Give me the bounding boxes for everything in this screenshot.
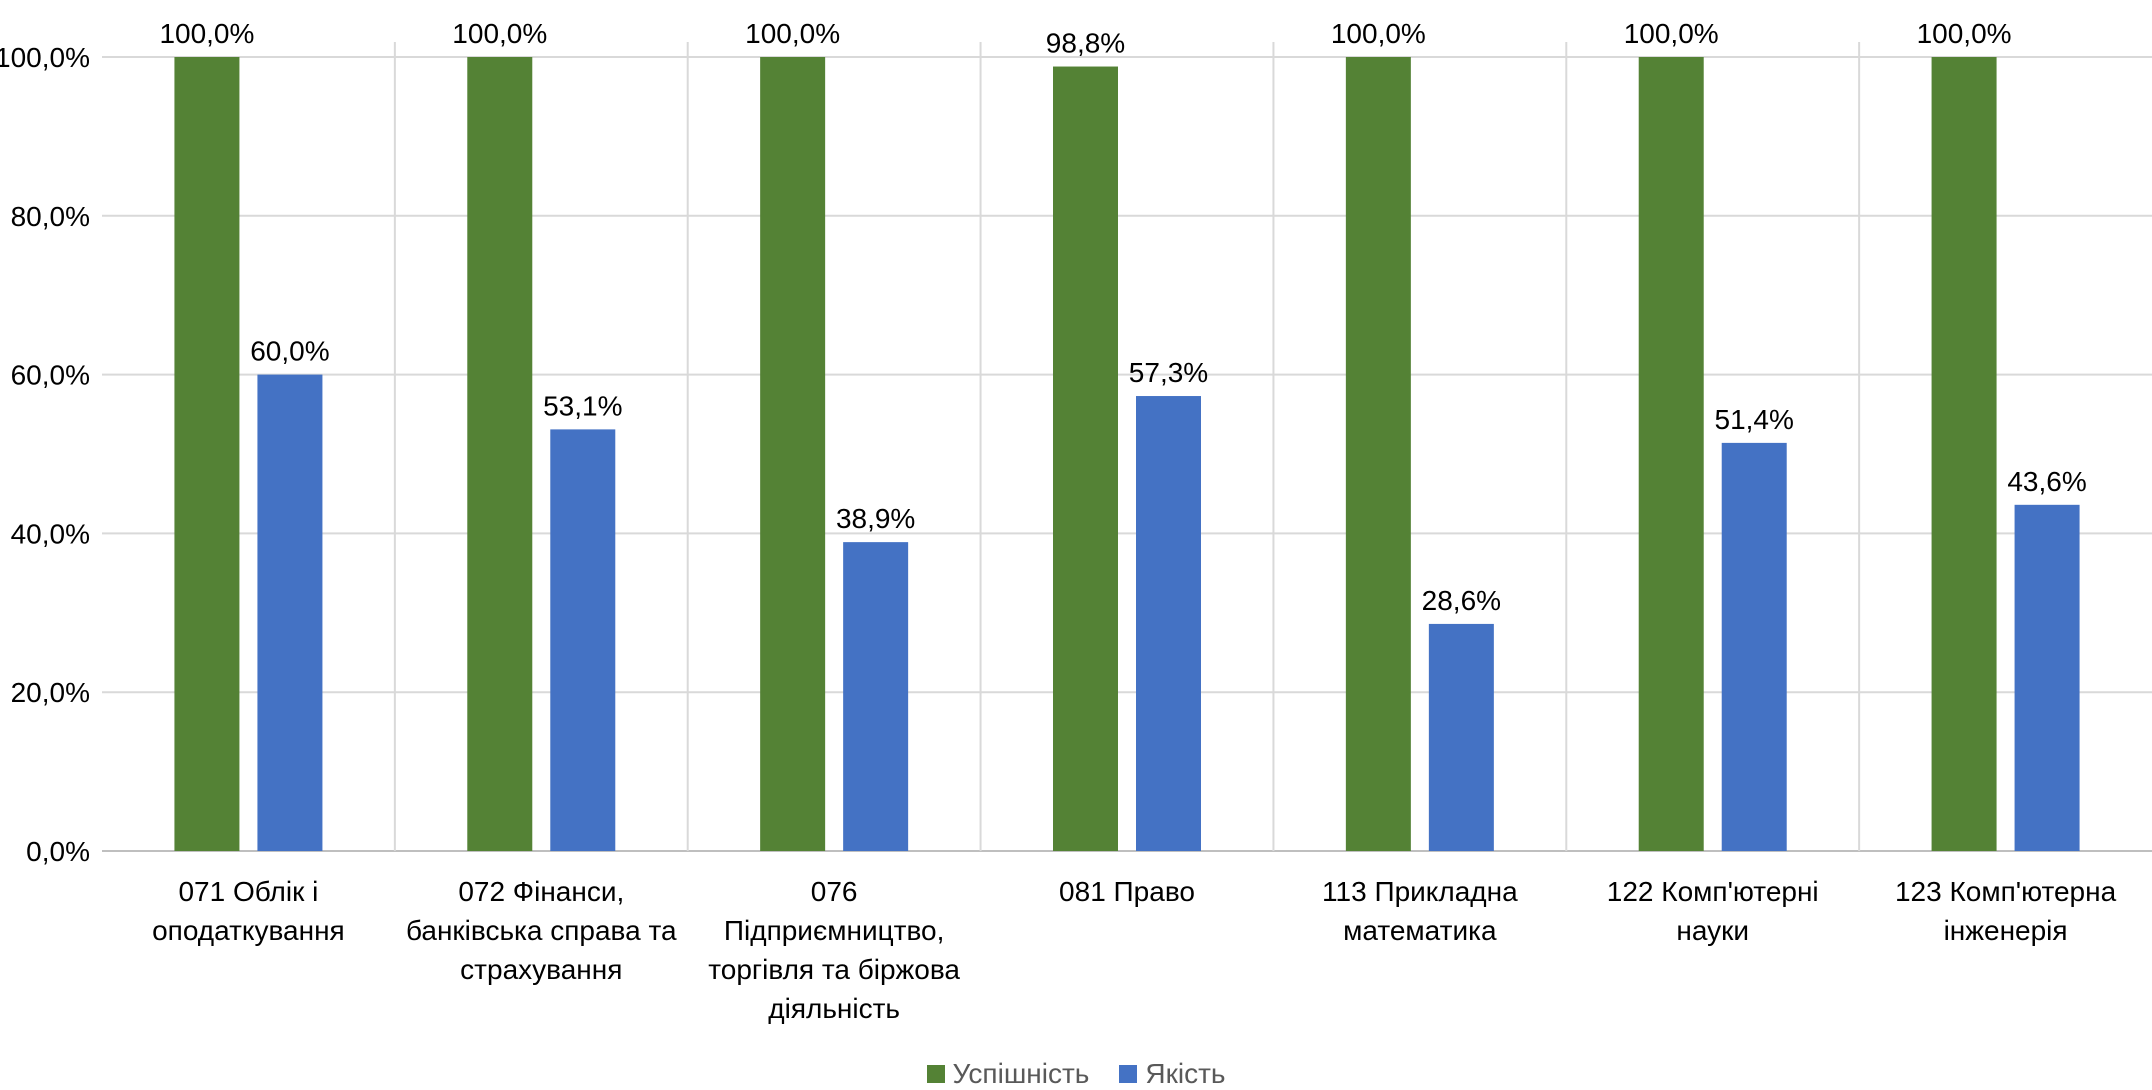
y-tick-label: 40,0% xyxy=(11,518,90,549)
y-tick-label: 80,0% xyxy=(11,201,90,232)
data-label: 100,0% xyxy=(1917,18,2012,49)
legend-label-success: Успішність xyxy=(952,1058,1090,1089)
bar-success xyxy=(1053,66,1118,851)
x-tick-label: торгівля та біржова xyxy=(708,954,960,985)
x-axis-ticks: 071 Облік і оподаткування 072 Фінанси, банк… xyxy=(152,876,2116,1024)
data-label: 57,3% xyxy=(1129,357,1208,388)
data-labels: 100,0% 60,0% 100,0% 53,1% 100,0% 38,9% 98,8% 57… xyxy=(159,18,2086,616)
data-label: 100,0% xyxy=(745,18,840,49)
bar-quality xyxy=(1136,396,1201,851)
x-tick-label: діяльність xyxy=(768,993,900,1024)
y-tick-label: 100,0% xyxy=(0,42,90,73)
legend-item-success: Успішність xyxy=(926,1058,1090,1090)
data-label: 100,0% xyxy=(452,18,547,49)
bars xyxy=(174,57,2080,851)
x-tick-label: науки xyxy=(1676,915,1749,946)
y-tick-label: 60,0% xyxy=(11,360,90,391)
legend-label-quality: Якість xyxy=(1145,1058,1226,1089)
legend-item-quality: Якість xyxy=(1119,1058,1225,1090)
x-tick-label: математика xyxy=(1343,915,1497,946)
x-tick-label: Підприємництво, xyxy=(724,915,944,946)
bar-quality xyxy=(257,374,323,851)
x-tick-label: 113 Прикладна xyxy=(1322,876,1518,907)
legend-swatch-quality xyxy=(1119,1065,1138,1083)
bar-success xyxy=(1638,57,1704,851)
data-label: 100,0% xyxy=(159,18,254,49)
bar-success xyxy=(760,57,826,851)
bar-quality xyxy=(2014,504,2080,851)
bar-quality xyxy=(843,542,909,851)
x-tick-label: 072 Фінанси, xyxy=(458,876,624,907)
bar-success xyxy=(1931,57,1997,851)
bar-quality xyxy=(550,429,616,851)
bar-quality xyxy=(1721,442,1787,851)
y-tick-label: 20,0% xyxy=(11,677,90,708)
x-tick-label: страхування xyxy=(460,954,622,985)
x-tick-label: оподаткування xyxy=(152,915,345,946)
y-axis-ticks: 0,0% 20,0% 40,0% 60,0% 80,0% 100,0% xyxy=(0,42,90,867)
x-tick-label: інженерія xyxy=(1944,915,2068,946)
data-label: 60,0% xyxy=(250,336,329,367)
bar-chart: 0,0% 20,0% 40,0% 60,0% 80,0% 100,0% 100,0% 60,… xyxy=(0,18,2152,1024)
x-tick-label: банківська справа та xyxy=(406,915,677,946)
data-label: 51,4% xyxy=(1715,404,1794,435)
x-tick-label: 076 xyxy=(811,876,858,907)
data-label: 98,8% xyxy=(1046,28,1125,59)
data-label: 38,9% xyxy=(836,503,915,534)
legend-swatch-success xyxy=(926,1065,945,1083)
gridlines xyxy=(102,42,2152,852)
x-tick-label: 071 Облік і xyxy=(178,876,318,907)
x-tick-label: 081 Право xyxy=(1059,876,1195,907)
bar-quality xyxy=(1428,623,1494,851)
x-tick-label: 122 Комп'ютерні xyxy=(1607,876,1819,907)
bar-success xyxy=(1345,57,1411,851)
data-label: 100,0% xyxy=(1331,18,1426,49)
bar-success xyxy=(467,57,533,851)
data-label: 28,6% xyxy=(1422,585,1501,616)
data-label: 53,1% xyxy=(543,390,622,421)
data-label: 43,6% xyxy=(2007,466,2086,497)
y-tick-label: 0,0% xyxy=(26,836,90,867)
x-tick-label: 123 Комп'ютерна xyxy=(1895,876,2117,907)
bar-success xyxy=(174,57,240,851)
data-label: 100,0% xyxy=(1624,18,1719,49)
legend: Успішність Якість xyxy=(0,1058,2152,1090)
